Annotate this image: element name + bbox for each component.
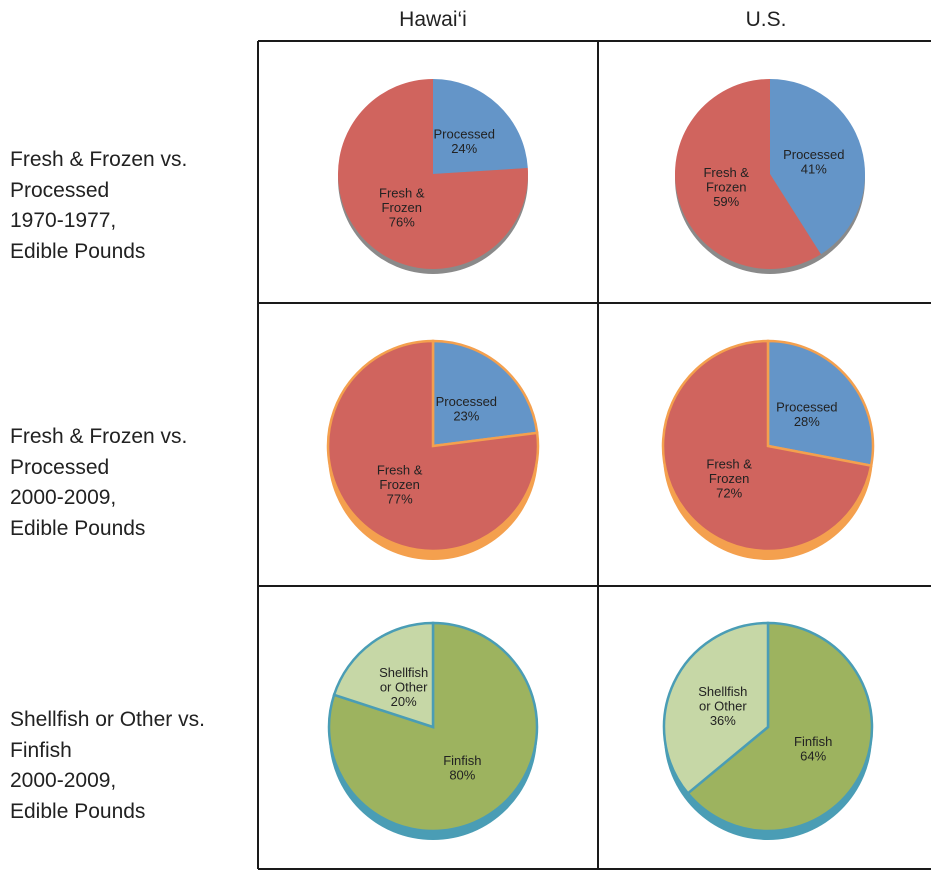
pie-label-line: Fresh & [379, 186, 425, 201]
row-label-line: 1970-1977, [10, 209, 117, 232]
pie-label-line: Frozen [379, 477, 419, 492]
pie-slice [770, 79, 865, 255]
row-label-line: Edible Pounds [10, 239, 146, 263]
pie-slice-label: Processed 23% [436, 394, 497, 424]
pie-label-line: 20% [391, 694, 417, 709]
pie-slice [327, 621, 539, 833]
pie-label-line: Fresh & [703, 165, 749, 180]
row-label-line: Processed [10, 455, 110, 479]
pie-slice [674, 79, 821, 270]
pie-label-line: 72% [716, 486, 742, 501]
column-header-hawaii: Hawai‘i [399, 8, 467, 31]
pie-label-line: Frozen [709, 471, 749, 486]
pie-label-line: 23% [453, 408, 479, 423]
pie-slice [431, 339, 539, 448]
pie-slice-label: Shellfish or Other 36% [698, 684, 747, 728]
pie-label-line: Finfish [443, 753, 481, 768]
pie-chart: Processed 24% Fresh & Frozen 76% [338, 79, 528, 274]
pie-label-line: Processed [776, 400, 837, 415]
pie-label-line: 24% [451, 141, 477, 156]
pie-chart: Finfish 80% Shellfish or Other 20% [327, 621, 539, 840]
pie-label-line: Shellfish [698, 684, 747, 699]
pie-label-line: Frozen [382, 200, 422, 215]
pie-slice-label: Fresh & Frozen 72% [706, 457, 752, 501]
pie-chart: Processed 23% Fresh & Frozen 77% [326, 339, 540, 560]
pie-label-line: 41% [801, 162, 827, 177]
pie-label-line: 36% [710, 713, 736, 728]
pie-label-line: Fresh & [377, 462, 423, 477]
pie-slice [326, 339, 540, 553]
pie-label-line: Processed [783, 147, 844, 162]
pie-slice [661, 339, 873, 553]
pie-slice [766, 339, 875, 468]
row-label-line: Shellfish or Other vs. [10, 708, 205, 731]
pie-slice [338, 79, 528, 269]
pie-label-line: 28% [794, 414, 820, 429]
row-label-line: Fresh & Frozen vs. [10, 425, 188, 448]
pie-slice-label: Shellfish or Other 20% [379, 665, 428, 709]
pie-label-line: 64% [800, 749, 826, 764]
pie-label-line: Shellfish [379, 665, 428, 680]
pie-slice-label: Fresh & Frozen 76% [379, 186, 425, 230]
pie-label-line: 80% [449, 768, 475, 783]
pie-slice [332, 621, 435, 729]
pie-label-line: Finfish [794, 734, 832, 749]
row-label-line: Finfish [10, 738, 72, 762]
pie-label-line: 76% [389, 215, 415, 230]
row-label-line: 2000-2009, [10, 486, 117, 509]
pie-label-line: or Other [380, 680, 428, 695]
pie-label-line: Fresh & [706, 457, 752, 472]
row-label-line: Fresh & Frozen vs. [10, 148, 188, 171]
pie-label-line: or Other [699, 699, 747, 714]
pie-slice [662, 621, 770, 796]
pies: Processed 24%Fresh & Frozen 76%Processed 41%… [326, 79, 875, 840]
pie-slice-label: Fresh & Frozen 59% [703, 165, 749, 209]
pie-slice [686, 621, 874, 833]
pie-slice-label: Processed 41% [783, 147, 844, 177]
row-label-line: Processed [10, 178, 110, 202]
row-label-line: Edible Pounds [10, 516, 146, 540]
row-label-line: Edible Pounds [10, 799, 146, 823]
pie-slice [433, 79, 528, 174]
pie-label-line: 59% [713, 194, 739, 209]
column-header-us: U.S. [745, 8, 787, 31]
pie-slice-label: Processed 24% [434, 127, 495, 157]
pie-slice-label: Finfish 64% [794, 734, 832, 764]
pie-slice-label: Processed 28% [776, 400, 837, 430]
pie-chart: Processed 41% Fresh & Frozen 59% [674, 79, 865, 274]
row-label-3: Shellfish or Other vs. Finfish 2000-2009… [10, 705, 205, 827]
pie-chart: Finfish 64% Shellfish or Other 36% [662, 621, 874, 840]
pie-slice-label: Finfish 80% [443, 753, 481, 783]
pie-slice-label: Fresh & Frozen 77% [377, 462, 423, 506]
pie-label-line: Frozen [706, 180, 746, 195]
row-label-1: Fresh & Frozen vs. Processed 1970-1977, … [10, 145, 187, 267]
pie-label-line: Processed [436, 394, 497, 409]
grid-lines [257, 40, 931, 870]
row-label-2: Fresh & Frozen vs. Processed 2000-2009, … [10, 422, 187, 544]
pie-label-line: 77% [387, 491, 413, 506]
pie-chart: Processed 28% Fresh & Frozen 72% [661, 339, 875, 560]
pie-label-line: Processed [434, 127, 495, 142]
row-label-line: 2000-2009, [10, 769, 117, 792]
